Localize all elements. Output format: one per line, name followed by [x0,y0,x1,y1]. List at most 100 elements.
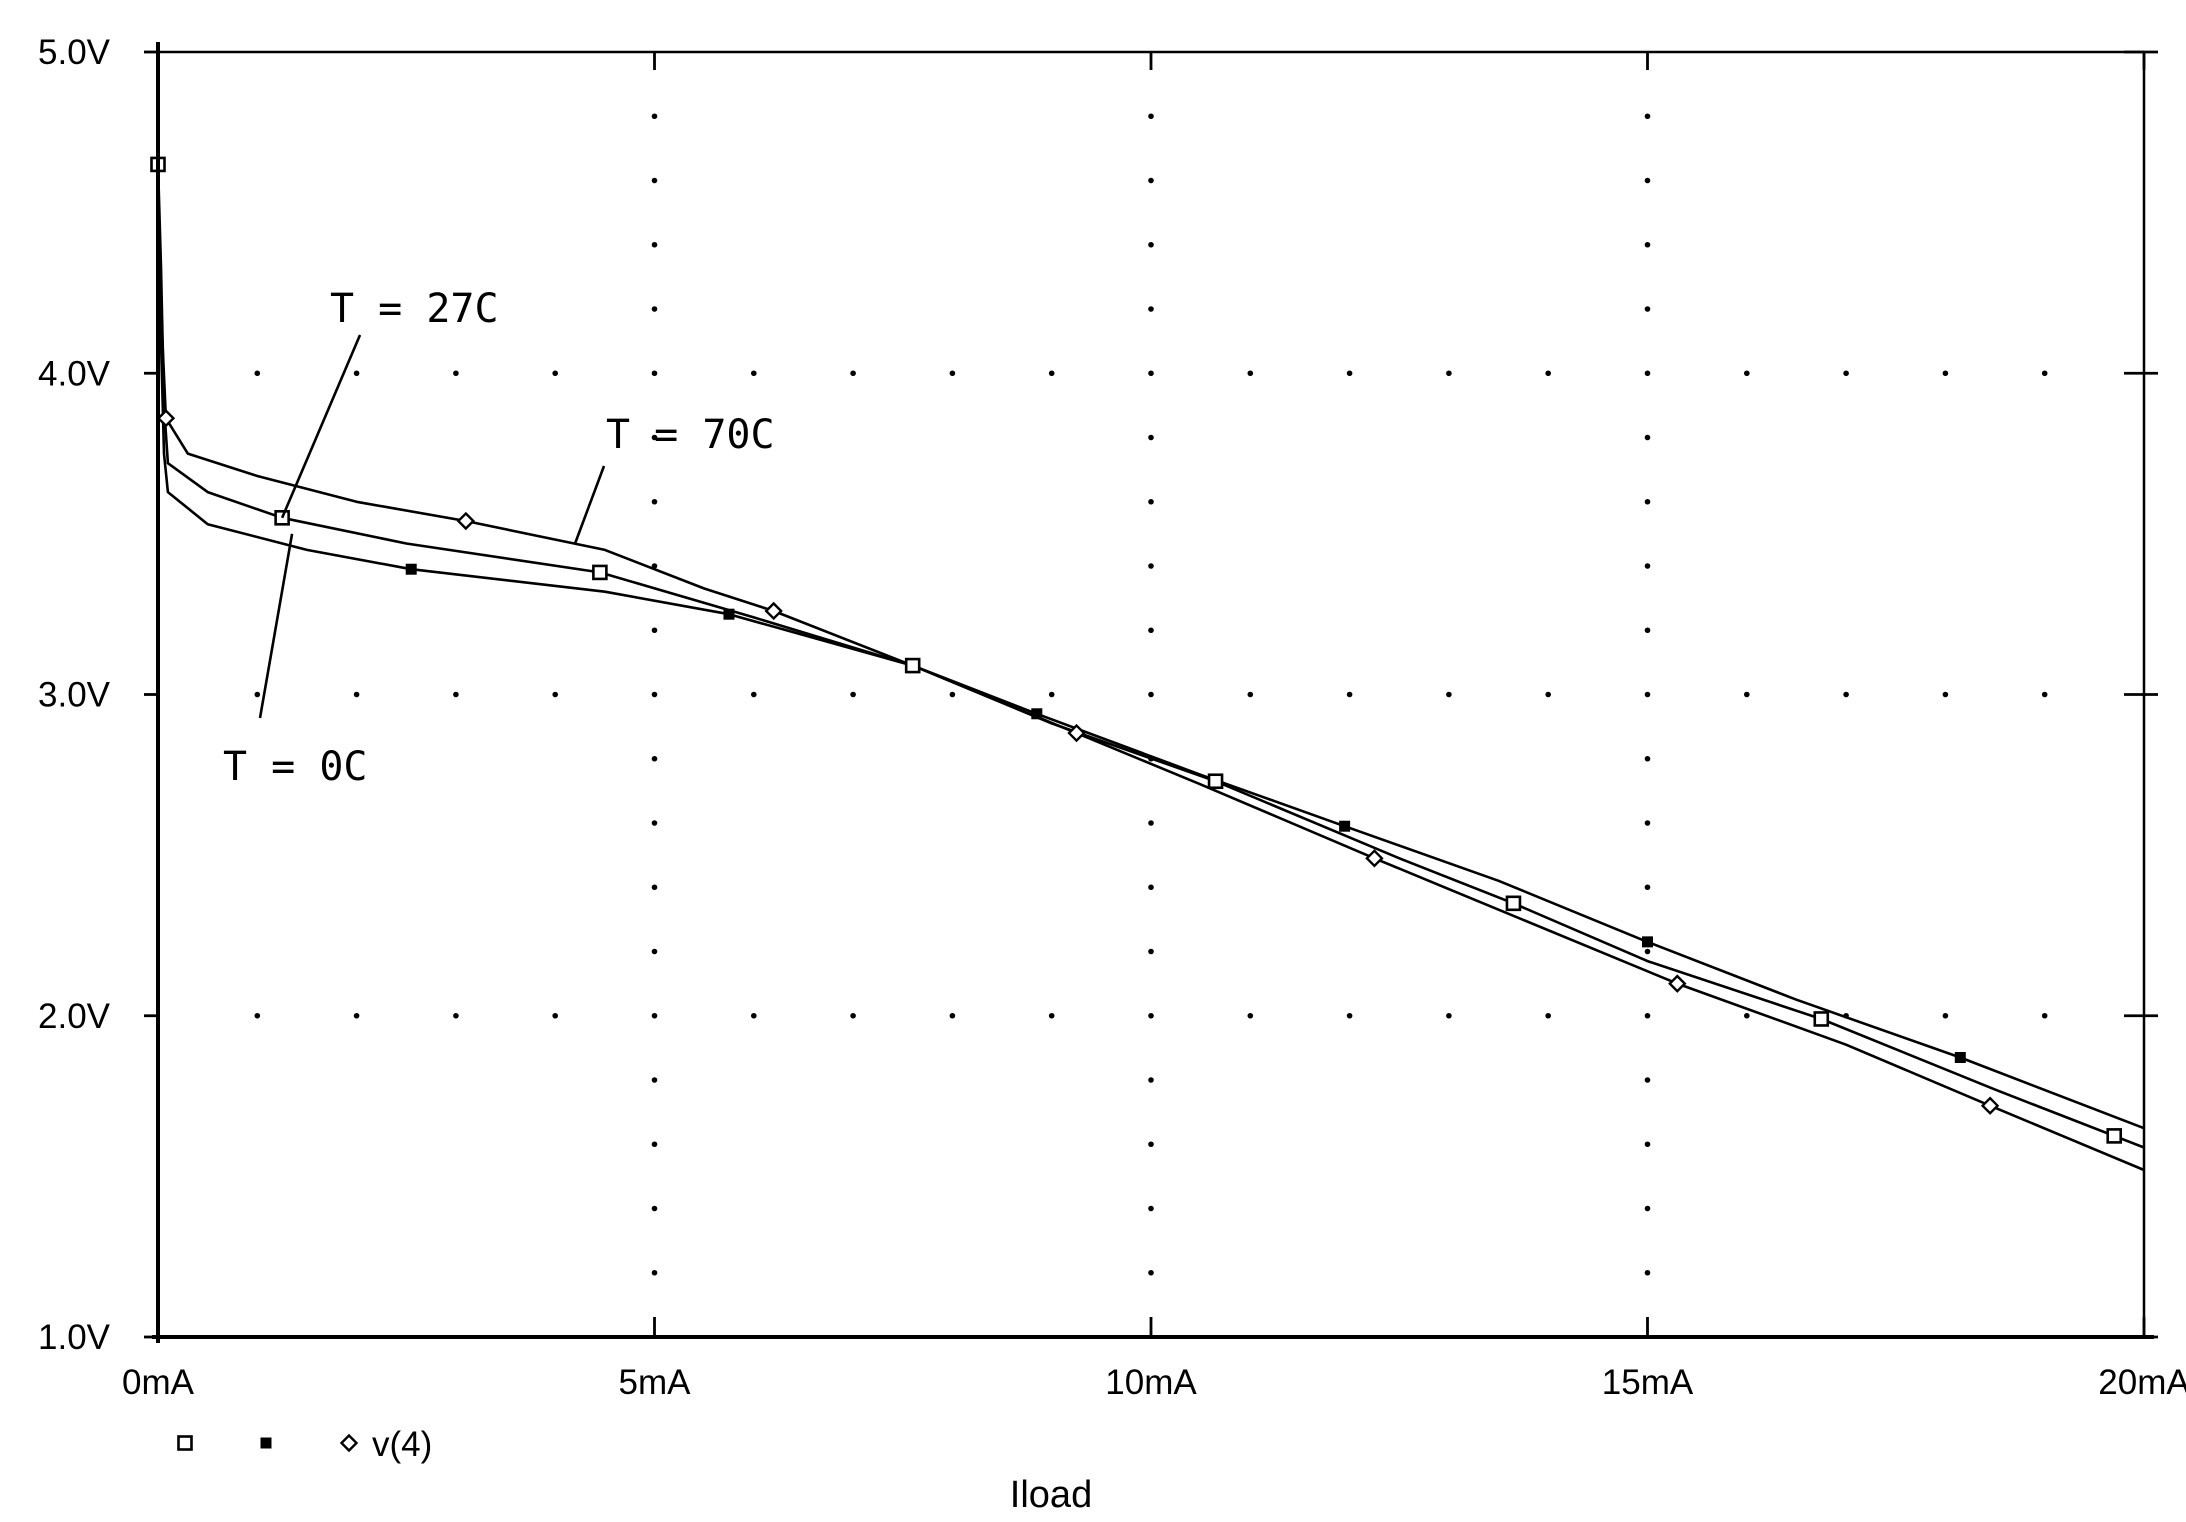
series-2-marker [1031,708,1043,720]
grid-dot [1148,1141,1154,1148]
grid-dot [353,1012,360,1019]
annotation-leader-line [573,465,606,544]
grid-dot [1545,691,1551,698]
grid-dot [949,1012,956,1019]
annotation-leader-line [280,334,362,519]
grid-dot [1346,691,1353,698]
grid-dot [1644,177,1651,184]
series-1-marker [592,564,608,581]
grid-dot [1148,691,1154,698]
grid-dot [453,1012,459,1019]
series-3-marker [456,511,476,531]
grid-dot [1545,1012,1551,1019]
grid-dot [453,370,459,377]
grid-dot [1148,241,1154,248]
grid-dot [254,1012,261,1019]
grid-dot [1148,884,1154,891]
series-2-marker [405,563,417,575]
grid-dot [1644,691,1651,698]
legend: v(4) [177,1425,432,1464]
grid-dot [2041,1012,2048,1019]
grid-dot [353,691,360,698]
grid-dot [1644,1012,1651,1019]
grid-dot [1148,1077,1154,1083]
grid-dot [651,113,658,120]
legend-label: v(4) [372,1425,432,1464]
grid-dot [651,1205,658,1212]
grid-dot [1644,241,1651,248]
series-3-marker [764,601,783,621]
grid-dot [651,948,658,955]
grid-dot [1644,498,1651,505]
grid-dot [1346,1012,1353,1019]
x-tick-label: 5mA [619,1363,692,1402]
grid-dot [651,306,658,312]
grid-dot [751,370,757,377]
grid-dot [1148,563,1154,569]
series-1-marker [1813,1011,1830,1027]
annotation-label: T = 0C [223,744,368,790]
grid-dot [1148,370,1154,377]
grid-dot [1744,691,1750,698]
grid-dot [2041,691,2048,698]
grid-dot [552,691,558,698]
grid-dot [1644,755,1651,762]
series-2-marker [1642,936,1653,948]
grid-dot [651,691,658,698]
legend-open-square-marker [177,1435,193,1451]
series-1-marker [2106,1128,2123,1144]
series-3-marker [1365,849,1384,868]
grid-dot [651,1269,658,1276]
grid-dot [751,691,757,698]
grid-dot [651,820,658,826]
grid-dot [1148,627,1154,634]
grid-dot [949,370,956,377]
x-tick-label: 0mA [122,1363,195,1402]
grid-dot [1148,948,1154,955]
grid-dot [1446,1012,1452,1019]
series-3-marker [1980,1096,2000,1115]
grid-dot [1843,691,1849,698]
grid-dot [1148,177,1154,184]
annotation-label: T = 70C [606,412,775,458]
grid-dot [651,884,658,891]
grid-dot [1744,1012,1750,1019]
series-3-marker [1067,723,1086,743]
grid-dot [949,691,956,698]
grid-dot [651,241,658,248]
series-2-marker [1339,820,1351,832]
grid-dot [1048,1012,1055,1019]
grid-dot [1247,370,1254,377]
grid-dot [1644,563,1651,569]
grid-dot [1644,370,1651,377]
tick-labels: 0mA 5mA 10mA 15mA 20mA 1.0V 2.0V 3.0V 4.0V 5.0V [38,33,2186,1402]
grid-dot [651,1012,658,1019]
grid-dot [1942,1012,1949,1019]
grid-dot [1446,691,1452,698]
grid-dot [651,627,658,634]
grid-dot [1644,1077,1651,1083]
grid-dot [1644,113,1651,120]
grid-dot [1048,691,1055,698]
grid-dot [1644,627,1651,634]
grid-dot [1148,1205,1154,1212]
grid-dot [254,370,261,377]
grid-dot [651,1077,658,1083]
grid-dot [1148,1269,1154,1276]
annotation-leader-line [258,533,294,719]
legend-diamond-marker [339,1433,359,1453]
series-1-marker [1207,773,1224,790]
grid-dot [254,691,261,698]
x-tick-label: 10mA [1105,1363,1197,1402]
series-2-marker [723,608,735,620]
legend-filled-square-marker [260,1437,272,1449]
grid-dot [1644,884,1651,891]
grid-dot [1644,434,1651,441]
series-2-marker [1954,1052,1966,1064]
series-3-marker [1668,974,1687,993]
grid-dot [453,691,459,698]
grid-dot [850,370,856,377]
grid-dot [1148,820,1154,826]
grid-dot [1247,1012,1254,1019]
grid-dot [651,434,658,441]
